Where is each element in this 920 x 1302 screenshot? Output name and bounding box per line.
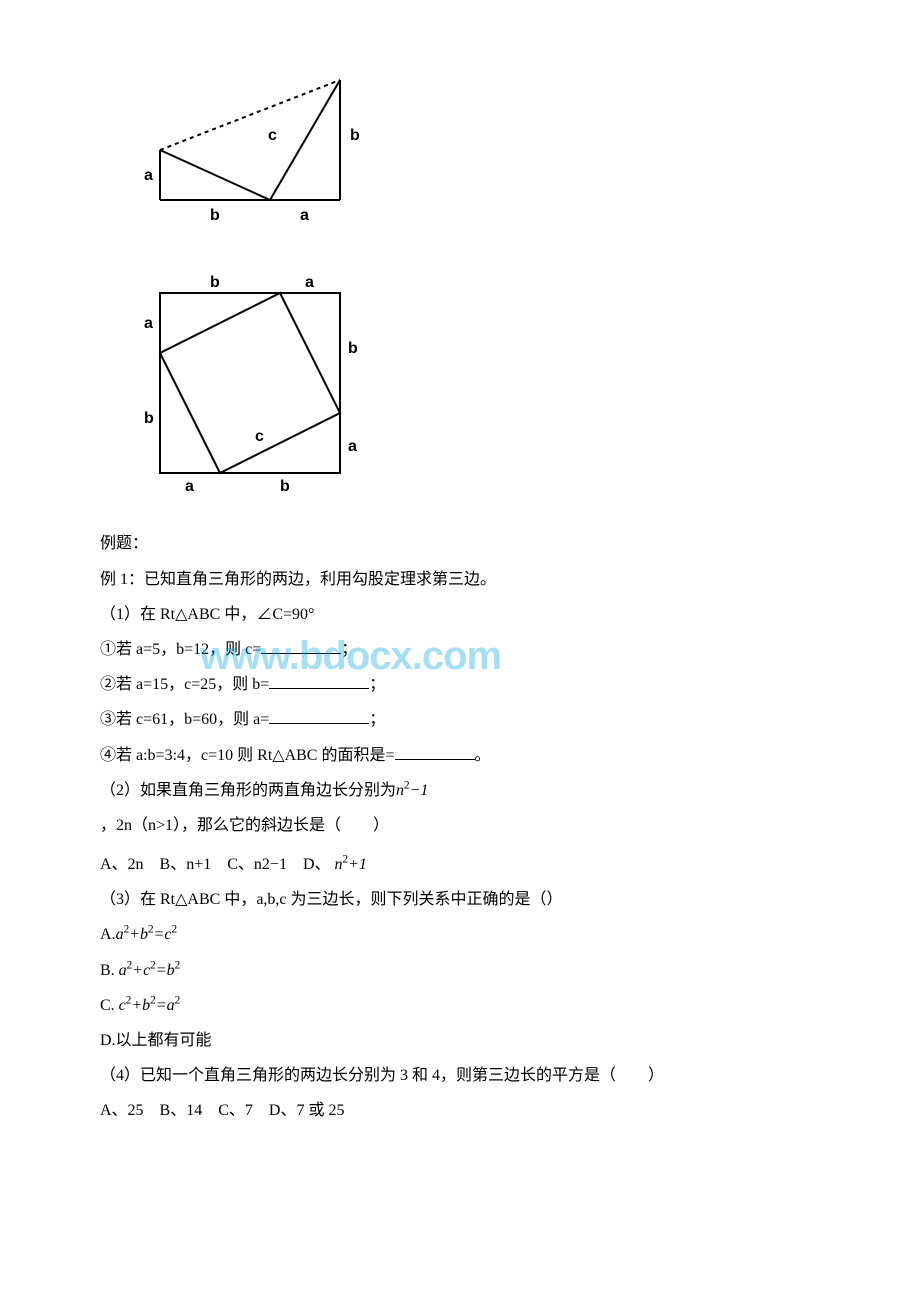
label-b: b [210,207,220,224]
label-a: a [144,167,153,184]
label-a: a [348,438,357,455]
example-1-title: 例 1：已知直角三角形的两边，利用勾股定理求第三边。 [100,562,820,597]
math-n2-1: n2−1 [396,782,428,799]
section-title: 例题： [100,526,820,561]
blank [269,672,369,689]
part-2-opts-abc: A、2n B、n+1 C、n2−1 D、 [100,856,331,873]
part-4-options: A、25 B、14 C、7 D、7 或 25 [100,1093,820,1128]
blank [261,637,341,654]
label-b: b [144,410,154,427]
part-2-line1: （2）如果直角三角形的两直角边长分别为n2−1 [100,773,820,808]
label-b: b [280,478,290,493]
part-3-opt-b: B. a2+c2=b2 [100,953,820,988]
figure-1-trapezoid: a b a b c [140,70,820,253]
part-3-opt-d: D.以上都有可能 [100,1023,820,1058]
sub-1-end: ； [341,641,357,658]
sub-2-text: ②若 a=15，c=25，则 b= [100,676,269,693]
label-b: b [210,274,220,291]
part-1: （1）在 Rt△ABC 中，∠C=90° [100,597,820,632]
part-3: （3）在 Rt△ABC 中，a,b,c 为三边长，则下列关系中正确的是（） [100,882,820,917]
math-n2p1: n2+1 [335,856,367,873]
part-2-pre: （2）如果直角三角形的两直角边长分别为 [100,782,396,799]
part-3-opt-c: C. c2+b2=a2 [100,988,820,1023]
label-c: c [268,127,277,144]
label-a: a [144,315,153,332]
label-a: a [305,274,314,291]
figure-2-square: b a a b b a a b c [140,273,820,506]
part-4: （4）已知一个直角三角形的两边长分别为 3 和 4，则第三边长的平方是（ ） [100,1058,820,1093]
part-3-opt-a: A.a2+b2=c2 [100,917,820,952]
label-b: b [348,340,358,357]
sub-3-text: ③若 c=61，b=60，则 a= [100,711,269,728]
math-c: c2+b2=a2 [119,997,180,1014]
label-b: b [350,127,360,144]
label-c: c [255,428,264,445]
sub-4: ④若 a:b=3:4，c=10 则 Rt△ABC 的面积是= 。 [100,738,820,773]
label-a: a [300,207,309,224]
sub-4-end: 。 [475,747,491,764]
sub-3-end: ； [369,711,385,728]
math-b: a2+c2=b2 [119,962,180,979]
part-2-options: A、2n B、n+1 C、n2−1 D、 n2+1 [100,847,820,882]
opt-c-pre: C. [100,997,115,1014]
math-a: a2+b2=c2 [116,926,177,943]
label-a: a [185,478,194,493]
sub-1-text: ①若 a=5，b=12，则 c= [100,641,261,658]
blank [269,707,369,724]
opt-b-pre: B. [100,962,115,979]
sub-3: ③若 c=61，b=60，则 a= ； [100,702,820,737]
sub-2-end: ； [369,676,385,693]
part-2-line2: ，2n（n>1），那么它的斜边长是（ ） [100,808,820,843]
opt-a-pre: A. [100,926,116,943]
sub-2: ②若 a=15，c=25，则 b= ； [100,667,820,702]
blank [395,743,475,760]
sub-1: ①若 a=5，b=12，则 c= ； [100,632,820,667]
sub-4-text: ④若 a:b=3:4，c=10 则 Rt△ABC 的面积是= [100,747,395,764]
